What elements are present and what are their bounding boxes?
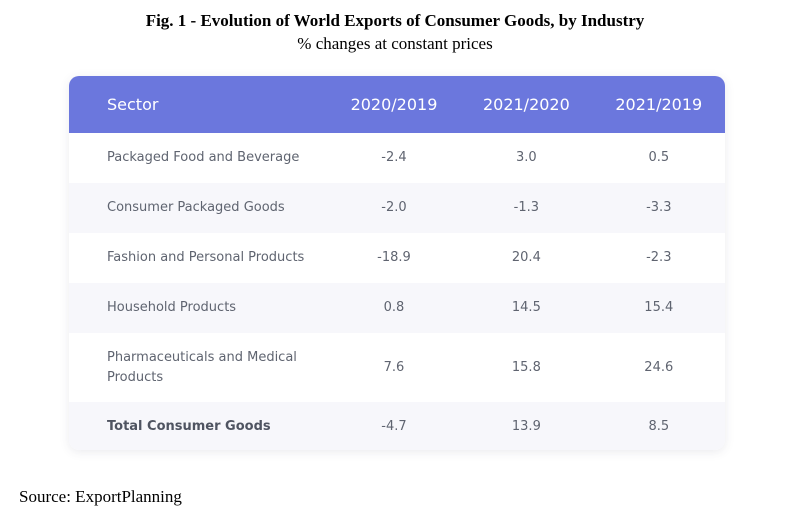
column-header-2020-2019: 2020/2019 [350, 95, 438, 114]
table-row-total: Total Consumer Goods -4.7 13.9 8.5 [69, 402, 725, 450]
sector-cell: Pharmaceuticals and Medical Products [107, 349, 297, 385]
figure-subtitle: % changes at constant prices [297, 34, 493, 53]
value-cell-2021-2020: 3.0 [516, 150, 537, 165]
table-row: Household Products 0.8 14.5 15.4 [69, 283, 725, 333]
data-table-card: Sector 2020/2019 2021/2020 2021/2019 Pac… [69, 76, 725, 450]
value-cell-2020-2019: -2.4 [381, 150, 407, 165]
sector-cell: Household Products [107, 300, 237, 315]
table-row: Pharmaceuticals and Medical Products 7.6… [69, 333, 725, 402]
figure-title: Fig. 1 - Evolution of World Exports of C… [145, 11, 645, 30]
value-cell-2021-2019: 15.4 [644, 300, 674, 315]
value-cell-2021-2019: 8.5 [648, 419, 670, 434]
sector-cell: Packaged Food and Beverage [107, 150, 300, 165]
table-row: Packaged Food and Beverage -2.4 3.0 0.5 [69, 133, 725, 183]
value-cell-2020-2019: 0.8 [383, 300, 405, 315]
table-header-row: Sector 2020/2019 2021/2020 2021/2019 [69, 76, 725, 133]
sector-cell: Total Consumer Goods [107, 419, 271, 434]
value-cell-2021-2020: 20.4 [511, 250, 541, 265]
value-cell-2020-2019: -18.9 [377, 250, 411, 265]
value-cell-2021-2019: -3.3 [646, 200, 672, 215]
sector-cell: Consumer Packaged Goods [107, 200, 285, 215]
value-cell-2021-2019: 0.5 [648, 150, 670, 165]
value-cell-2021-2020: -1.3 [513, 200, 540, 215]
source-note: Source: ExportPlanning [19, 487, 182, 506]
value-cell-2020-2019: -2.0 [381, 200, 407, 215]
table-row: Consumer Packaged Goods -2.0 -1.3 -3.3 [69, 183, 725, 233]
value-cell-2021-2020: 15.8 [511, 359, 541, 375]
column-header-2021-2020: 2021/2020 [482, 95, 570, 114]
value-cell-2021-2020: 14.5 [511, 300, 541, 315]
column-header-2021-2019: 2021/2019 [615, 95, 703, 114]
value-cell-2020-2019: 7.6 [383, 359, 405, 375]
sector-cell: Fashion and Personal Products [107, 250, 305, 265]
column-header-sector: Sector [107, 95, 159, 114]
exports-table: Sector 2020/2019 2021/2020 2021/2019 Pac… [69, 76, 725, 450]
value-cell-2021-2020: 13.9 [511, 419, 541, 434]
table-row: Fashion and Personal Products -18.9 20.4… [69, 233, 725, 283]
value-cell-2020-2019: -4.7 [381, 419, 407, 434]
value-cell-2021-2019: 24.6 [644, 359, 674, 375]
value-cell-2021-2019: -2.3 [646, 250, 672, 265]
